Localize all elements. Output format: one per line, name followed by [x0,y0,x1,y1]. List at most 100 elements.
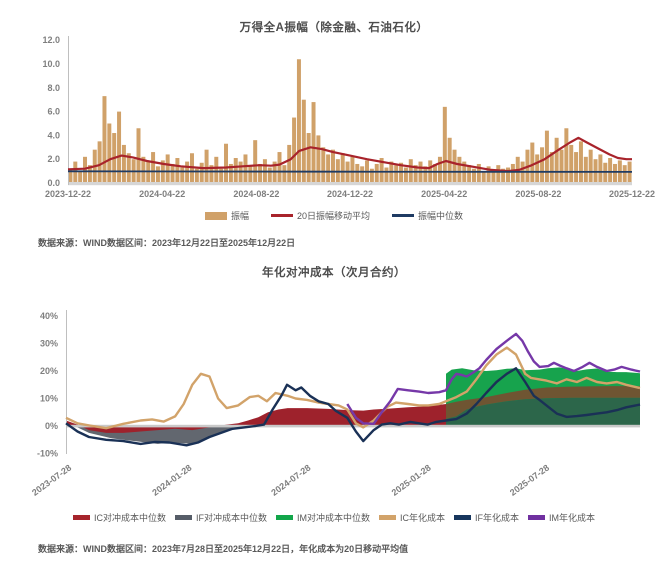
hedge-cost-legend-item-5: IM年化成本 [528,511,595,524]
hedge-cost-chart-legend: IC对冲成本中位数 IF对冲成本中位数 IM对冲成本中位数 IC年化成本 IF年化成本 I… [0,511,668,524]
amplitude-legend-swatch-1 [270,214,293,217]
amplitude-bar [141,156,146,183]
top-y-tick: 4.0 [47,130,60,140]
top-x-tick: 2024-08-22 [233,189,279,199]
hedge-cost-legend-label-5: IM年化成本 [549,513,596,523]
bottom-y-tick: 0% [45,421,58,431]
amplitude-chart-source-note: 数据来源：WIND数据区间：2023年12月22日至2025年12月22日 [38,238,296,248]
amplitude-bar [253,140,258,183]
amplitude-bar [155,166,160,183]
bottom-line-IM年化成本 [346,332,641,425]
hedge-cost-legend-item-4: IF年化成本 [454,511,519,524]
top-y-tick: 0.0 [47,178,60,188]
amplitude-bar [501,168,506,183]
amplitude-bar [97,141,102,183]
amplitude-bar [301,99,306,183]
amplitude-bar [296,59,301,183]
amplitude-legend-label-2: 振幅中位数 [418,211,464,221]
hedge-cost-legend-label-1: IF对冲成本中位数 [196,513,267,523]
top-x-tick: 2024-12-22 [327,189,373,199]
amplitude-bar [413,165,418,183]
top-y-tick: 12.0 [42,35,60,45]
top-y-tick: 6.0 [47,107,60,117]
amplitude-bar [267,167,272,183]
amplitude-bar [403,167,408,183]
amplitude-bar [369,168,374,183]
amplitude-bar [588,149,593,183]
amplitude-bar [199,162,204,183]
amplitude-bar [384,167,389,183]
top-y-tick: 2.0 [47,154,60,164]
top-line-20日振幅移动平均 [67,136,632,173]
hedge-cost-legend-item-3: IC年化成本 [379,511,445,524]
amplitude-bar [233,158,238,183]
amplitude-bar [612,163,617,183]
amplitude-bar [379,158,384,183]
amplitude-bar [467,165,472,183]
amplitude-bar [559,149,564,183]
amplitude-bar [471,168,476,183]
amplitude-bar [423,166,428,183]
hedge-cost-legend-item-2: IM对冲成本中位数 [276,511,370,524]
amplitude-bar [374,163,379,183]
amplitude-chart-title: 万得全A振幅（除金融、石油石化） [239,22,429,34]
top-line-振幅中位数 [67,170,633,173]
amplitude-bar [170,163,175,183]
amplitude-bar [394,165,399,183]
amplitude-bar [73,161,78,183]
amplitude-bar [214,156,219,183]
top-x-tick: 2025-08-22 [515,189,561,199]
top-y-tick: 8.0 [47,83,60,93]
amplitude-legend-label-0: 振幅 [230,211,249,221]
amplitude-bar [292,117,297,183]
bottom-y-tick: 30% [40,339,58,349]
amplitude-bar [608,158,613,183]
amplitude-bar [243,154,248,183]
amplitude-bar [433,163,438,183]
bottom-x-tick: 2024-01-28 [150,463,193,498]
amplitude-bar [535,154,540,183]
amplitude-bar [311,102,316,183]
amplitude-bar [126,153,131,183]
amplitude-bar [569,144,574,183]
hedge-cost-legend-label-2: IM对冲成本中位数 [297,513,370,523]
amplitude-bar [540,147,545,183]
amplitude-bar [287,144,292,183]
amplitude-bar [476,163,481,183]
amplitude-bar [180,167,185,183]
hedge-cost-legend-item-1: IF对冲成本中位数 [175,511,267,524]
hedge-cost-legend-label-4: IF年化成本 [475,513,520,523]
hedge-cost-legend-item-0: IC对冲成本中位数 [72,511,166,524]
amplitude-bar [350,156,355,183]
amplitude-legend-label-1: 20日振幅移动平均 [296,211,370,221]
bottom-line-IF年化成本 [65,367,641,447]
amplitude-bar [554,137,559,183]
amplitude-bar [277,152,282,183]
amplitude-bar [282,165,287,183]
bottom-x-tick: 2025-07-28 [508,463,551,498]
area-overlap-if-im [446,397,640,426]
amplitude-bar [360,166,365,183]
amplitude-bar [486,166,491,183]
amplitude-bar [209,165,214,183]
amplitude-bar [491,169,496,183]
top-x-axis [68,182,632,186]
amplitude-bar [340,153,345,183]
hedge-cost-legend-label-3: IC年化成本 [400,513,446,523]
bottom-x-tick: 2025-01-28 [390,463,433,498]
top-x-tick: 2025-04-22 [421,189,467,199]
amplitude-bar [258,163,263,183]
amplitude-bar [481,171,486,183]
top-y-tick: 10.0 [42,59,60,69]
amplitude-bar [224,143,229,183]
amplitude-bar [437,156,442,183]
amplitude-bar [496,165,501,183]
top-x-tick: 2024-04-22 [139,189,185,199]
amplitude-bar [583,156,588,183]
bottom-y-tick: 10% [40,394,58,404]
hedge-cost-legend-swatch-0 [72,515,90,520]
hedge-cost-legend-swatch-4 [454,515,472,520]
amplitude-bar [549,152,554,183]
top-x-tick: 2025-12-22 [609,189,655,199]
